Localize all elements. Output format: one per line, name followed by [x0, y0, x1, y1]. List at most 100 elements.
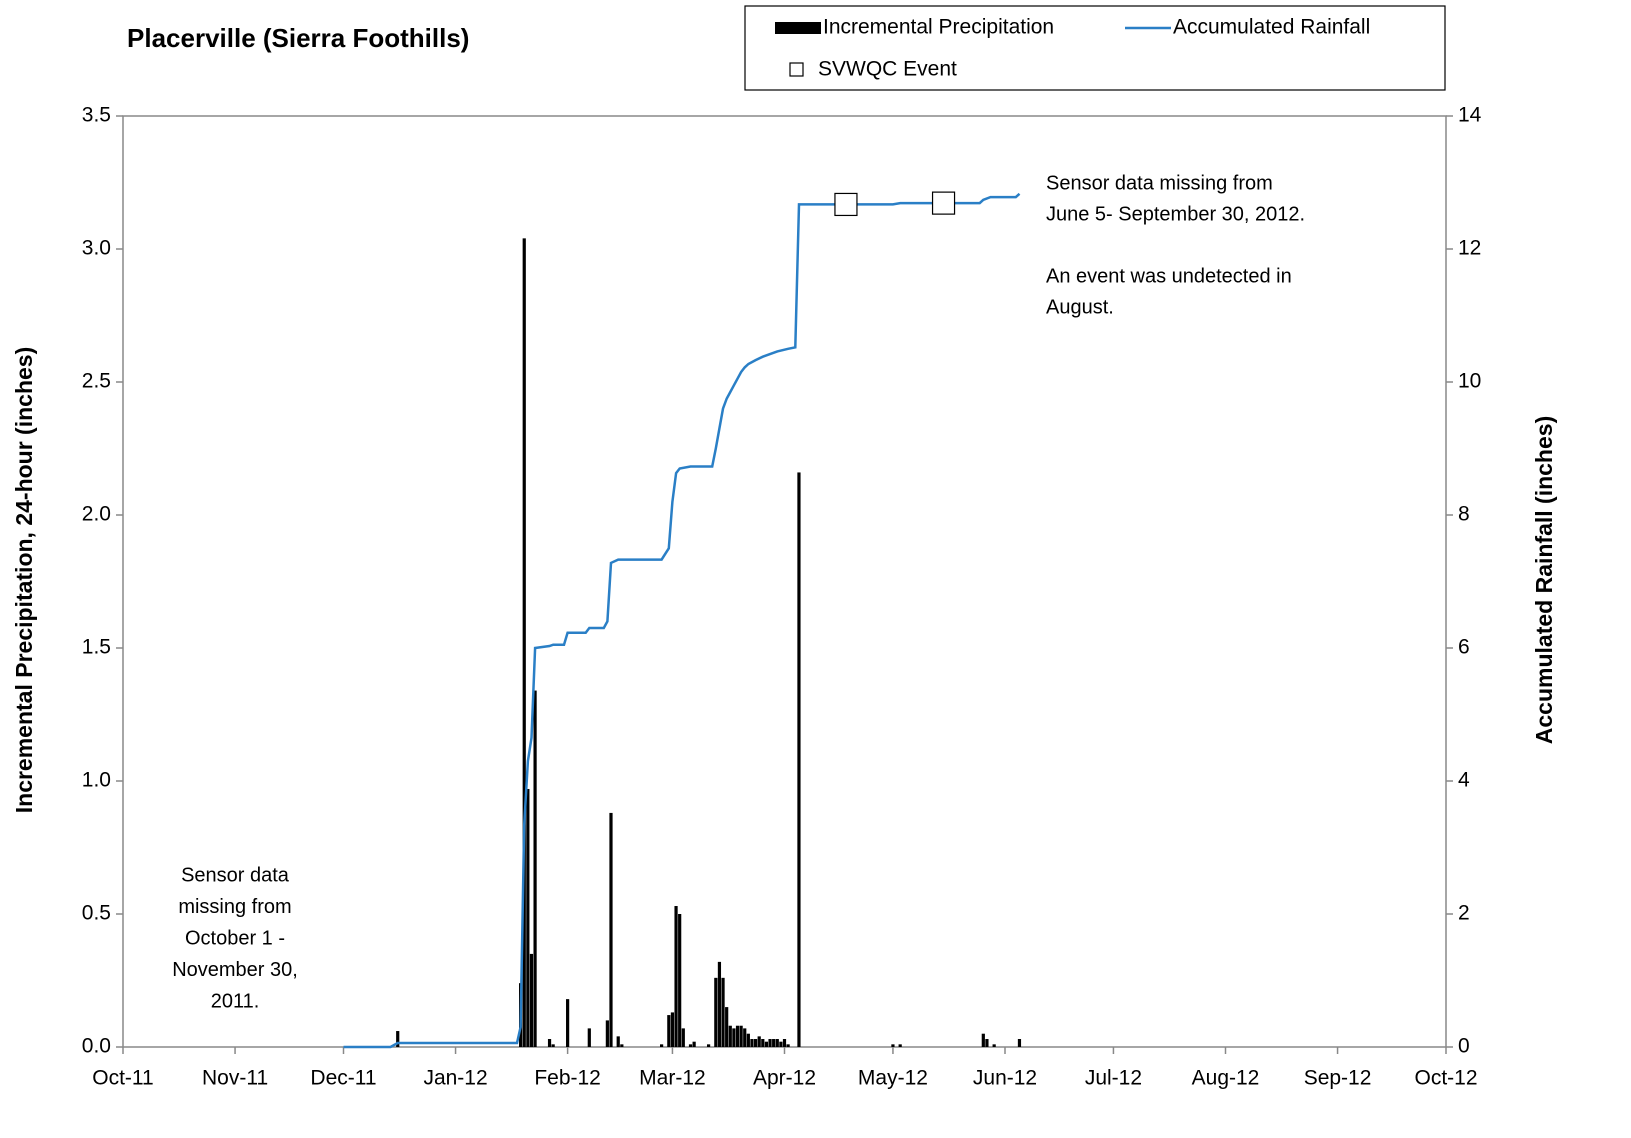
x-tick-label: Oct-11 — [92, 1067, 153, 1090]
bar — [725, 1007, 729, 1047]
bar — [898, 1044, 902, 1047]
y-tick-label: 0.5 — [82, 902, 111, 925]
bar — [775, 1039, 779, 1047]
legend-box — [744, 5, 1446, 91]
y2-tick-label: 0 — [1458, 1035, 1470, 1058]
legend-label: Incremental Precipitation — [823, 16, 1054, 39]
bar — [797, 472, 801, 1047]
bar — [681, 1028, 685, 1047]
y2-tick-label: 2 — [1458, 902, 1470, 925]
bar — [547, 1039, 552, 1047]
legend-label: SVWQC Event — [818, 58, 957, 81]
y-axis-label: Incremental Precipitation, 24-hour (inch… — [11, 347, 37, 814]
bar — [706, 1044, 711, 1047]
bar — [750, 1039, 754, 1047]
bar — [743, 1028, 747, 1047]
bar — [717, 961, 722, 1047]
x-tick-label: Feb-12 — [534, 1067, 601, 1090]
bar — [692, 1041, 696, 1047]
bar — [566, 999, 570, 1047]
bar — [721, 977, 725, 1047]
annotation: October 1 - — [185, 927, 285, 949]
y2-tick-label: 14 — [1458, 104, 1482, 127]
x-tick-label: Jan-12 — [423, 1067, 487, 1090]
event-marker — [931, 191, 956, 215]
bar — [529, 953, 534, 1047]
bar — [551, 1044, 555, 1047]
bar — [782, 1039, 787, 1047]
annotation: Sensor data missing from — [1046, 172, 1273, 194]
y-tick-label: 0.0 — [82, 1035, 111, 1058]
bar — [609, 812, 613, 1047]
x-tick-label: Nov-11 — [202, 1067, 268, 1090]
annotation: Sensor data — [181, 864, 290, 886]
bar — [786, 1044, 790, 1047]
y-tick-label: 2.5 — [82, 370, 111, 393]
bar — [688, 1044, 693, 1047]
y-tick-label: 2.0 — [82, 503, 111, 526]
y2-tick-label: 8 — [1458, 503, 1470, 526]
bar — [772, 1039, 776, 1047]
bar — [616, 1036, 620, 1047]
annotation: 2011. — [211, 990, 260, 1012]
bar — [891, 1044, 895, 1047]
legend-label: Accumulated Rainfall — [1173, 16, 1370, 39]
bar — [732, 1028, 736, 1047]
bar — [764, 1041, 769, 1047]
bar — [522, 238, 526, 1048]
bar — [981, 1033, 985, 1047]
y-tick-label: 3.5 — [82, 104, 111, 127]
annotation: An event was undetected in — [1046, 265, 1292, 287]
event-marker — [834, 192, 858, 217]
bar — [985, 1039, 989, 1047]
x-tick-label: Oct-12 — [1414, 1067, 1477, 1090]
bar — [396, 1031, 400, 1047]
bar — [728, 1025, 732, 1047]
x-tick-label: May-12 — [858, 1067, 928, 1090]
bar — [761, 1039, 765, 1047]
bar — [533, 690, 537, 1047]
y-tick-label: 3.0 — [82, 237, 111, 260]
bar — [768, 1039, 772, 1047]
bar — [753, 1039, 758, 1047]
x-tick-label: Apr-12 — [753, 1067, 816, 1090]
bar — [746, 1033, 750, 1047]
annotation: June 5- September 30, 2012. — [1046, 203, 1305, 225]
line-series — [343, 192, 1021, 1049]
bar — [674, 906, 678, 1047]
bar — [605, 1020, 609, 1047]
bar — [678, 914, 682, 1047]
bar — [667, 1015, 671, 1047]
y2-tick-label: 10 — [1458, 370, 1481, 393]
bar — [587, 1028, 591, 1047]
bar — [670, 1012, 675, 1047]
annotation: missing from — [178, 896, 291, 918]
bar — [735, 1025, 740, 1047]
y-tick-label: 1.0 — [82, 769, 111, 792]
x-tick-label: Dec-11 — [310, 1067, 376, 1090]
bar — [620, 1044, 624, 1047]
x-tick-label: Jun-12 — [973, 1067, 1037, 1090]
bar — [992, 1044, 996, 1047]
chart-title: Placerville (Sierra Foothills) — [127, 23, 469, 53]
annotation: November 30, — [172, 959, 298, 981]
plot-frame — [122, 115, 1447, 1048]
bar — [714, 977, 718, 1047]
legend-swatch — [789, 62, 804, 77]
x-tick-label: Sep-12 — [1304, 1067, 1372, 1090]
y2-tick-label: 4 — [1458, 769, 1470, 792]
annotation: August. — [1046, 296, 1114, 318]
bar — [1017, 1039, 1022, 1047]
y2-tick-label: 12 — [1458, 237, 1481, 260]
bar — [757, 1036, 761, 1047]
y2-axis-label: Accumulated Rainfall (inches) — [1531, 416, 1557, 744]
bar — [526, 788, 530, 1047]
x-tick-label: Mar-12 — [639, 1067, 706, 1090]
bar — [779, 1041, 783, 1047]
y2-tick-label: 6 — [1458, 636, 1470, 659]
y-tick-label: 1.5 — [82, 636, 111, 659]
bar — [659, 1044, 664, 1047]
legend-swatch — [775, 22, 821, 34]
